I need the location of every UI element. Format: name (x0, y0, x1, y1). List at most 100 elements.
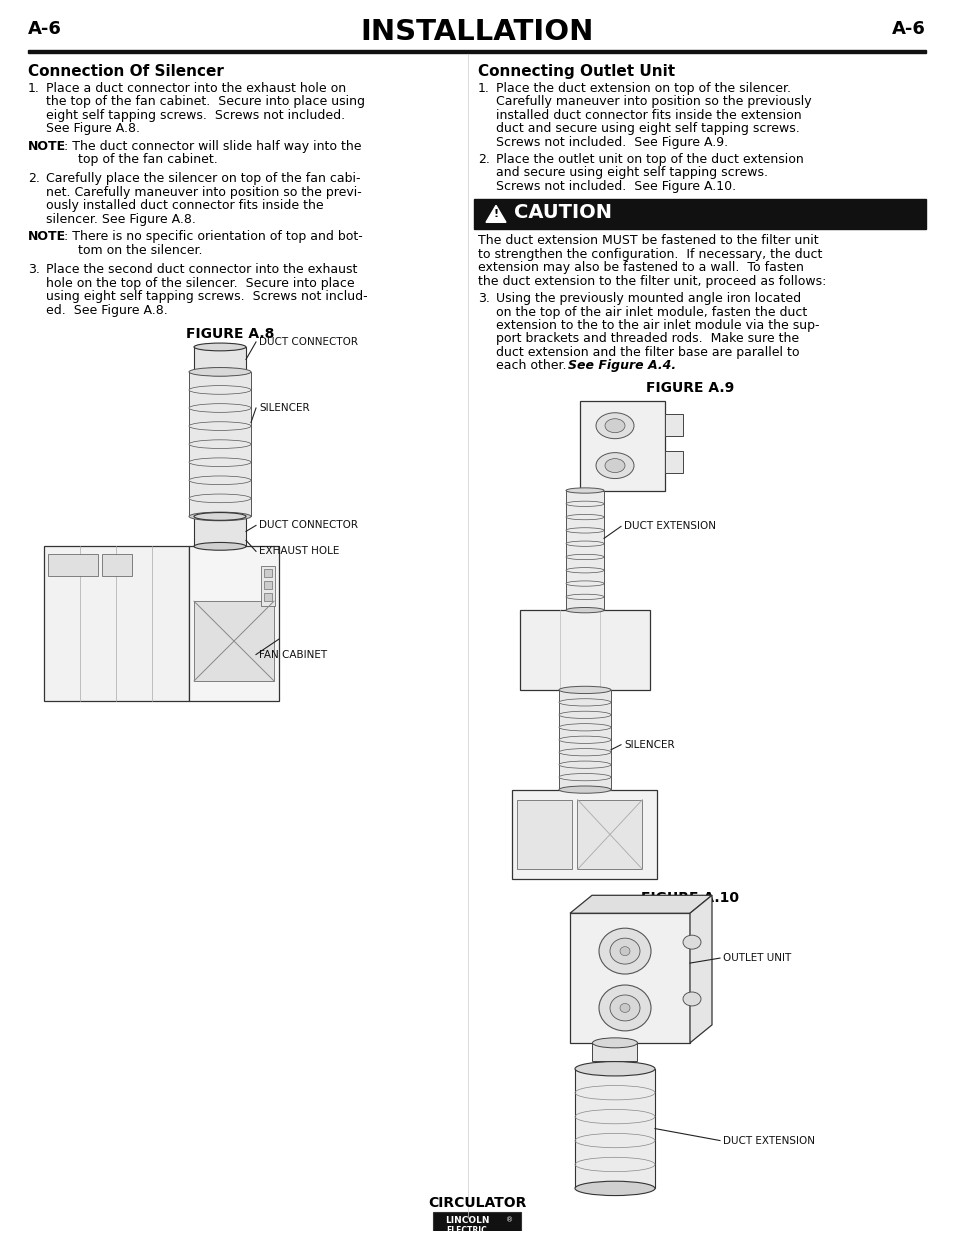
Ellipse shape (596, 453, 634, 478)
Text: NOTE: NOTE (28, 140, 66, 153)
Text: the top of the fan cabinet.  Secure into place using: the top of the fan cabinet. Secure into … (46, 95, 365, 109)
Ellipse shape (193, 542, 246, 551)
Bar (48, 555, 98, 577)
Ellipse shape (189, 513, 251, 521)
Bar (193, 516, 246, 546)
Ellipse shape (558, 773, 610, 781)
Text: duct and secure using eight self tapping screws.: duct and secure using eight self tapping… (496, 122, 799, 135)
Bar (592, 1042, 637, 1061)
Text: A-6: A-6 (891, 20, 925, 38)
Text: 2.: 2. (477, 153, 489, 165)
Ellipse shape (609, 995, 639, 1021)
Text: to strengthen the configuration.  If necessary, the duct: to strengthen the configuration. If nece… (477, 248, 821, 261)
Text: FIGURE A.9: FIGURE A.9 (645, 380, 734, 395)
Bar (579, 401, 664, 490)
Text: Connection Of Silencer: Connection Of Silencer (28, 64, 224, 79)
Text: : There is no specific orientation of top and bot-: : There is no specific orientation of to… (64, 230, 362, 243)
Text: the duct extension to the filter unit, proceed as follows:: the duct extension to the filter unit, p… (477, 274, 825, 288)
Text: LINCOLN: LINCOLN (444, 1215, 489, 1225)
Ellipse shape (558, 748, 610, 756)
Ellipse shape (558, 736, 610, 743)
Text: A-6: A-6 (28, 20, 62, 38)
Text: DUCT CONNECTOR: DUCT CONNECTOR (258, 337, 357, 347)
Ellipse shape (565, 541, 603, 546)
Bar (264, 593, 272, 601)
Ellipse shape (575, 1181, 655, 1195)
Text: DUCT CONNECTOR: DUCT CONNECTOR (258, 520, 357, 530)
Text: NOTE: NOTE (28, 230, 66, 243)
Text: FIGURE A.8: FIGURE A.8 (186, 327, 274, 341)
Text: installed duct connector fits inside the extension: installed duct connector fits inside the… (496, 109, 801, 122)
Ellipse shape (565, 527, 603, 534)
Text: 1.: 1. (477, 82, 489, 95)
Ellipse shape (604, 419, 624, 432)
Ellipse shape (619, 1004, 629, 1013)
Ellipse shape (558, 785, 610, 793)
Ellipse shape (565, 555, 603, 559)
Bar (28, 49, 925, 53)
Bar (517, 799, 572, 869)
Text: Place the outlet unit on top of the duct extension: Place the outlet unit on top of the duct… (496, 153, 803, 165)
Bar (664, 414, 682, 436)
Bar (569, 913, 689, 1042)
Bar (261, 567, 274, 606)
Text: Connecting Outlet Unit: Connecting Outlet Unit (477, 64, 675, 79)
Text: ously installed duct connector fits inside the: ously installed duct connector fits insi… (46, 199, 323, 212)
Text: CIRCULATOR: CIRCULATOR (427, 1197, 526, 1210)
Bar (474, 199, 925, 230)
Bar (577, 799, 641, 869)
Text: ELECTRIC: ELECTRIC (446, 1226, 487, 1235)
Bar (189, 372, 251, 516)
Ellipse shape (189, 385, 251, 394)
Ellipse shape (609, 939, 639, 965)
Text: 3.: 3. (477, 293, 489, 305)
Text: EXHAUST HOLE: EXHAUST HOLE (258, 546, 339, 556)
Text: silencer. See Figure A.8.: silencer. See Figure A.8. (46, 212, 195, 226)
Text: OUTLET UNIT: OUTLET UNIT (722, 953, 790, 963)
Text: extension to the to the air inlet module via the sup-: extension to the to the air inlet module… (496, 319, 819, 332)
Ellipse shape (189, 404, 251, 412)
Ellipse shape (565, 568, 603, 573)
Bar (193, 347, 246, 372)
Text: Place the second duct connector into the exhaust: Place the second duct connector into the… (46, 263, 357, 277)
Bar (193, 601, 274, 680)
Text: CAUTION: CAUTION (514, 204, 612, 222)
Bar (433, 1213, 520, 1235)
Text: Using the previously mounted angle iron located: Using the previously mounted angle iron … (496, 293, 801, 305)
Ellipse shape (565, 580, 603, 587)
Text: See Figure A.4.: See Figure A.4. (567, 359, 676, 373)
Ellipse shape (565, 594, 603, 599)
Text: FAN CABINET: FAN CABINET (258, 650, 327, 659)
Ellipse shape (596, 412, 634, 438)
Bar (565, 490, 603, 610)
Ellipse shape (565, 515, 603, 520)
Text: DUCT EXTENSION: DUCT EXTENSION (722, 1135, 814, 1146)
Text: SILENCER: SILENCER (623, 740, 674, 750)
Text: See Figure A.8.: See Figure A.8. (46, 122, 140, 135)
Polygon shape (485, 205, 505, 222)
Bar (102, 555, 132, 577)
Ellipse shape (558, 724, 610, 731)
Text: The duct extension MUST be fastened to the filter unit: The duct extension MUST be fastened to t… (477, 235, 818, 247)
Text: INSTALLATION: INSTALLATION (360, 19, 593, 46)
Text: 3.: 3. (28, 263, 40, 277)
Ellipse shape (558, 687, 610, 694)
Bar (512, 789, 657, 879)
Bar (575, 1068, 655, 1188)
Ellipse shape (558, 699, 610, 706)
Ellipse shape (189, 422, 251, 431)
Ellipse shape (189, 440, 251, 448)
Ellipse shape (565, 488, 603, 493)
Text: net. Carefully maneuver into position so the previ-: net. Carefully maneuver into position so… (46, 186, 361, 199)
Text: top of the fan cabinet.: top of the fan cabinet. (78, 153, 217, 165)
Ellipse shape (193, 343, 246, 351)
Text: extension may also be fastened to a wall.  To fasten: extension may also be fastened to a wall… (477, 262, 803, 274)
Ellipse shape (604, 458, 624, 473)
Text: 2.: 2. (28, 173, 40, 185)
Polygon shape (689, 895, 711, 1042)
Ellipse shape (193, 513, 246, 520)
Text: tom on the silencer.: tom on the silencer. (78, 243, 202, 257)
Polygon shape (569, 895, 711, 913)
Text: duct extension and the filter base are parallel to: duct extension and the filter base are p… (496, 346, 799, 359)
Bar (519, 610, 649, 690)
